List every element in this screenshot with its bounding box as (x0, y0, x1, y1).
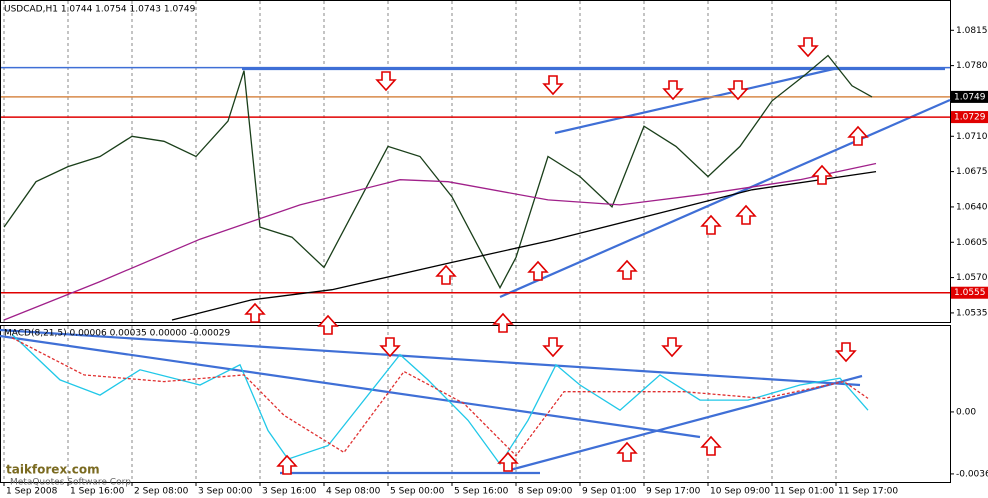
trend-line (499, 98, 951, 299)
series-line (11, 333, 869, 466)
level-label: 1.0749 (954, 92, 986, 102)
y-tick-label: -0.00368 (956, 469, 988, 479)
trend-line (509, 374, 863, 472)
y-tick-label: 1.0675 (956, 167, 988, 177)
x-tick-label: 8 Sep 09:00 (518, 487, 573, 497)
plot: 1.0815 1.0780 1.0710 1.0675 1.0640 1.0605 1.05… (1, 26, 988, 497)
y-tick-label: 0.00 (956, 407, 976, 417)
level-label: 1.0555 (954, 288, 986, 298)
site-watermark: taikforex.com (6, 463, 100, 477)
x-tick-label: 10 Sep 09:00 (710, 487, 770, 497)
price-panel (0, 0, 951, 323)
y-tick-label: 1.0815 (956, 26, 988, 36)
series-line (3, 54, 873, 290)
series-line (3, 162, 877, 321)
trend-lines (0, 66, 951, 475)
x-tick-label: 1 Sep 16:00 (70, 487, 125, 497)
x-tick-label: 5 Sep 00:00 (390, 487, 445, 497)
x-tick-label: 11 Sep 17:00 (838, 487, 898, 497)
indicator-title: MACD(8,21,5) 0.00006 0.00035 0.00000 -0.… (4, 329, 230, 339)
watermark: MetaQuotes Software Corp. (10, 478, 134, 488)
x-tick-label: 3 Sep 00:00 (198, 487, 253, 497)
y-tick-label: 1.0570 (956, 273, 988, 283)
y-tick-label: 1.0640 (956, 202, 988, 212)
series-line (171, 170, 877, 321)
x-tick-label: 5 Sep 16:00 (454, 487, 509, 497)
x-tick-label: 9 Sep 17:00 (646, 487, 701, 497)
series-line (11, 337, 869, 457)
trend-line (0, 334, 701, 439)
trend-line (0, 328, 861, 387)
x-tick-label: 1 Sep 2008 (6, 487, 58, 497)
x-tick-label: 4 Sep 08:00 (326, 487, 381, 497)
x-tick-label: 3 Sep 16:00 (262, 487, 317, 497)
y-tick-label: 1.0605 (956, 238, 988, 248)
chart-title: USDCAD,H1 1.0744 1.0754 1.0743 1.0749 (4, 5, 196, 15)
trend-line (554, 66, 839, 135)
y-tick-label: 1.0710 (956, 132, 988, 142)
y-tick-label: 1.0780 (956, 61, 988, 71)
level-label-box (951, 111, 988, 124)
x-tick-label: 9 Sep 01:00 (582, 487, 637, 497)
x-tick-label: 2 Sep 08:00 (134, 487, 189, 497)
level-label-box (951, 90, 988, 103)
x-tick-label: 11 Sep 01:00 (774, 487, 834, 497)
level-label: 1.0729 (954, 113, 986, 123)
level-label-box (951, 286, 988, 299)
y-tick-label: 1.0535 (956, 308, 988, 318)
